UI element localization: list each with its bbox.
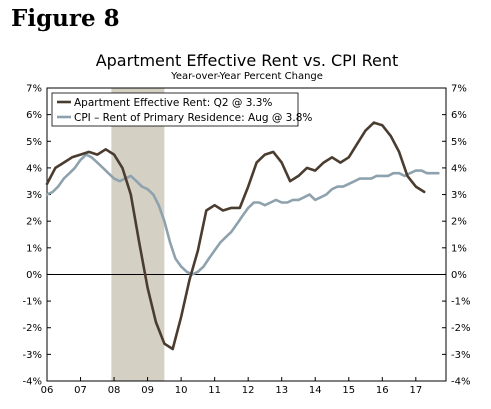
x-tick-label: 14: [309, 385, 322, 396]
legend: Apartment Effective Rent: Q2 @ 3.3% CPI –…: [51, 92, 312, 127]
figure-label: Figure 8: [11, 5, 120, 32]
y-tick-label-right: -3%: [451, 350, 470, 361]
y-tick-label-right: -4%: [451, 377, 470, 388]
legend-box: [51, 92, 299, 127]
y-tick-label-left: 7%: [26, 84, 42, 95]
y-tick-label-left: 3%: [26, 190, 42, 201]
legend-label-0: Apartment Effective Rent: Q2 @ 3.3%: [74, 97, 272, 109]
y-tick-label-left: 5%: [26, 137, 42, 148]
y-tick-label-right: -1%: [451, 297, 470, 308]
y-tick-label-left: -4%: [23, 377, 42, 388]
plot-frame: [46, 87, 447, 382]
y-tick-label-left: 6%: [26, 110, 42, 121]
x-tick-label: 07: [74, 385, 87, 396]
legend-label-1: CPI – Rent of Primary Residence: Aug @ 3…: [74, 112, 312, 124]
y-tick-label-left: -3%: [23, 350, 42, 361]
chart-title: Apartment Effective Rent vs. CPI Rent: [96, 51, 399, 70]
x-tick-label: 06: [41, 385, 54, 396]
y-tick-label-left: 4%: [26, 163, 42, 174]
y-tick-label-right: 1%: [451, 243, 467, 254]
x-tick-label: 17: [409, 385, 422, 396]
y-tick-label-right: 4%: [451, 163, 467, 174]
y-tick-label-right: 0%: [451, 270, 467, 281]
y-tick-label-right: 5%: [451, 137, 467, 148]
x-tick-label: 11: [208, 385, 221, 396]
y-tick-label-left: 1%: [26, 243, 42, 254]
y-tick-label-right: -2%: [451, 323, 470, 334]
x-tick-label: 08: [108, 385, 121, 396]
chart-subtitle: Year-over-Year Percent Change: [170, 71, 323, 82]
y-tick-label-right: 3%: [451, 190, 467, 201]
x-tick-label: 12: [242, 385, 255, 396]
x-tick-label: 09: [141, 385, 154, 396]
plot-area: 7% 7% 6% 6% 5% 5% 4% 4% 3% 3% 2% 2% 1% 1% 0% 0% -1% -1% -2…: [23, 84, 471, 397]
x-tick-label: 13: [275, 385, 288, 396]
x-tick-label: 10: [175, 385, 188, 396]
y-tick-label-right: 6%: [451, 110, 467, 121]
series-line-1: [45, 153, 440, 276]
y-tick-label-left: -1%: [23, 297, 42, 308]
y-tick-label-right: 2%: [451, 217, 467, 228]
y-tick-label-left: -2%: [23, 323, 42, 334]
y-tick-label-right: 7%: [451, 84, 467, 95]
x-tick-label: 16: [376, 385, 389, 396]
x-tick-label: 15: [342, 385, 355, 396]
y-tick-label-left: 2%: [26, 217, 42, 228]
series-line-0: [45, 121, 426, 351]
y-tick-label-left: 0%: [26, 270, 42, 281]
